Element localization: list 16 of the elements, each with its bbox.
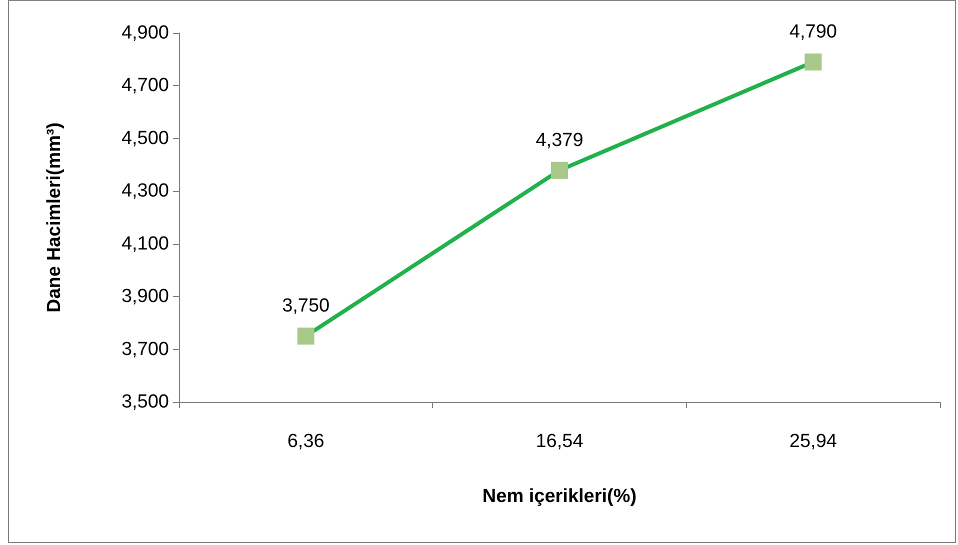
y-axis-title: Dane Hacimleri(mm³) <box>44 122 65 313</box>
data-label: 4,790 <box>789 21 837 42</box>
y-tick-label: 4,700 <box>121 75 169 96</box>
y-tick-label: 4,900 <box>121 22 169 44</box>
y-tick-label: 4,500 <box>121 128 169 149</box>
data-label: 4,379 <box>536 130 584 151</box>
x-tick-label: 6,36 <box>287 431 324 452</box>
x-tick-label: 25,94 <box>789 431 838 452</box>
x-tick-label: 16,54 <box>536 431 584 452</box>
data-label: 3,750 <box>282 296 330 317</box>
x-axis-title: Nem içerikleri(%) <box>482 486 637 507</box>
y-tick-label: 3,900 <box>121 286 169 308</box>
y-tick-label: 3,700 <box>121 338 169 360</box>
y-tick-label: 3,500 <box>121 392 169 412</box>
y-tick-label: 4,100 <box>121 233 169 254</box>
y-tick-label: 4,300 <box>121 180 169 202</box>
